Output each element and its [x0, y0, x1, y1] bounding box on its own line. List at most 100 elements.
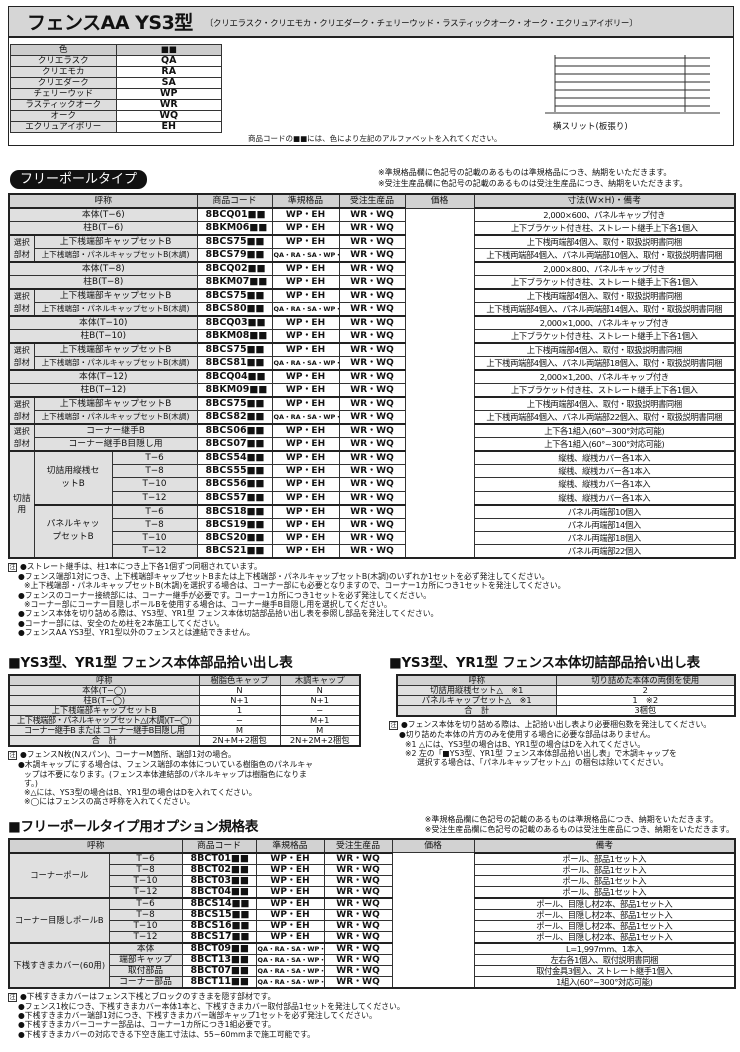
- size-label: T−10: [111, 530, 198, 546]
- item-name: コーナー継手B: [33, 423, 198, 438]
- option-section-header: ■フリーポールタイプ用オプション規格表 ※準規格品欄に色記号の記載のあるものは準…: [8, 815, 734, 836]
- product-code-text: 8BCS81: [205, 357, 247, 368]
- group-label: 下桟すきまカバー(60用): [8, 941, 110, 989]
- color-row: クリエモカ RA: [10, 66, 222, 78]
- color-code-placeholder: ■■: [249, 276, 268, 287]
- standard-stock: QA・RA・SA・WP・EH: [271, 248, 340, 263]
- optional-parts-label: 選択部材: [8, 234, 35, 263]
- size-label: T−12: [108, 930, 183, 944]
- content-flow: 呼称 商品コード 準規格品 受注生産品 価格 寸法(W×H)・備考 本体(T−6) 8BCQ0…: [8, 193, 737, 1039]
- color-code-placeholder: ■■: [247, 263, 266, 274]
- size-label: T−6: [111, 503, 198, 519]
- made-to-order: WR・WQ: [338, 342, 406, 357]
- price-cell: [404, 397, 475, 411]
- standard-stock: QA・RA・SA・WP・EH: [255, 941, 325, 955]
- color-code: SA: [115, 77, 222, 89]
- color-code-placeholder: ■■: [231, 886, 249, 897]
- color-row: チェリーウッド WP: [10, 88, 222, 100]
- option-notes: 注 ●下桟すきまカバーはフェンス下桟とブロックのすきまを隠す部材です。 ●フェンス1…: [8, 992, 734, 1039]
- made-to-order: WR・WQ: [338, 315, 406, 330]
- color-name: クリエモカ: [10, 66, 117, 78]
- header-col: 木調キャップ: [279, 674, 361, 687]
- product-code-text: 8BCS80: [205, 303, 247, 314]
- product-code: 8BCS20■■: [196, 530, 273, 546]
- header-col: 寸法(W×H)・備考: [473, 193, 736, 209]
- price-cell: [391, 976, 475, 988]
- note-text: ※△には、YS3型の場合はB、YR1型の場合はDを入れてください。: [24, 788, 257, 798]
- item-name: 上下桟端部・パネルキャップセットB(木調): [33, 356, 198, 371]
- price-cell: [404, 208, 475, 222]
- standard-stock: WP・EH: [271, 463, 340, 479]
- item-name: 切詰用縦桟セット△ ※1: [396, 685, 557, 697]
- color-code-placeholder: ■■: [231, 897, 250, 909]
- product-code: 8BCS21■■: [196, 544, 273, 559]
- size-label: 端部キャップ: [108, 953, 183, 966]
- item-name: 本体(T−10): [8, 315, 198, 330]
- color-list-subtitle: 〔クリエラスク・クリエモカ・クリエダーク・チェリーウッド・ラスティックオーク・オ…: [204, 19, 638, 29]
- color-code-placeholder: ■■: [231, 875, 249, 886]
- remarks: L=1,997mm、1本入: [473, 941, 736, 955]
- price-cell: [391, 886, 475, 898]
- product-code-text: 8BKM08: [205, 330, 250, 341]
- standard-stock: WP・EH: [271, 383, 340, 398]
- color-code-placeholder: ■■: [246, 532, 265, 544]
- table-row: コーナー継手B目隠し用 8BCS07■■ WP・EH WR・WQ 上下各1組入(60°~…: [9, 437, 736, 452]
- item-name: 上下桟端部・パネルキャップセットB(木調): [33, 248, 198, 263]
- table-row: T−10 8BCS56■■ WP・EH WR・WQ 縦桟、縦桟カバー各1本入: [9, 477, 736, 492]
- note-line: ※2 左の「■YS3型、YR1型 フェンス本体部品拾い出し表」で木調キャップを: [389, 749, 734, 758]
- product-code-text: 8BCS75: [205, 344, 247, 355]
- remarks: 左右各1個入、取付説明書同梱: [473, 953, 736, 966]
- header-col: 商品コード: [196, 193, 273, 209]
- made-to-order: WR・WQ: [338, 288, 406, 303]
- size-label: コーナー部品: [108, 975, 183, 989]
- note-text: ●フェンスのコーナー接続部には、コーナー継手が必要です。コーナー1カ所につき1セ…: [18, 590, 431, 600]
- table-row: 選択部材 コーナー継手B 8BCS06■■ WP・EH WR・WQ 上下各1組入(60°~…: [8, 423, 736, 452]
- standard-stock: WP・EH: [271, 477, 340, 492]
- note-line: ●木調キャップにする場合は、フェンス端部の本体についている樹脂色のパネルキャ: [8, 760, 368, 769]
- color-code-placeholder: ■■: [246, 478, 265, 490]
- price-cell: [404, 491, 475, 505]
- note-text: ※◯にはフェンスの高さ呼称を入れてください。: [24, 797, 195, 807]
- standard-stock: WP・EH: [255, 896, 325, 910]
- color-code: WP: [115, 88, 222, 100]
- item-name: 本体(T−◯): [8, 685, 200, 697]
- note-text: ●下桟すきまカバー端部1対につき、下桟すきまカバー端部キャップ1セットを必ず発注…: [18, 1011, 377, 1021]
- price-cell: [404, 544, 475, 559]
- note-line: ※◯にはフェンスの高さ呼称を入れてください。: [8, 797, 368, 806]
- made-to-order: WR・WQ: [338, 221, 406, 236]
- quantity: 2N+2M+2梱包: [279, 735, 361, 747]
- note-line: ●フェンス本体を切り詰める際は、YS3型、YR1型 フェンス本体切詰部品拾い出し…: [8, 609, 734, 618]
- remarks: ポール、目隠し材2本、部品1セット入: [473, 908, 736, 921]
- standard-stock: WP・EH: [271, 261, 340, 276]
- table-row: 上下桟端部キャップセットB 1−: [8, 705, 361, 717]
- standard-stock: WP・EH: [271, 221, 340, 236]
- quantity: −: [279, 705, 361, 717]
- product-code: 8BCT02■■: [181, 863, 257, 876]
- product-code: 8BCS80■■: [196, 302, 273, 317]
- color-code-placeholder: ■■: [247, 209, 266, 220]
- small-table-header: 呼称 切り詰めた本体の両側を使用: [396, 674, 736, 687]
- made-to-order: WR・WQ: [338, 329, 406, 344]
- standard-stock: WP・EH: [271, 315, 340, 330]
- header-name: 呼称: [8, 838, 183, 854]
- header-col: 受注生産品: [338, 193, 406, 209]
- product-code: 8BCQ04■■: [196, 369, 273, 384]
- standard-stock: WP・EH: [255, 930, 325, 944]
- stock-note: ※受注生産品欄に色記号の記載のあるものは受注生産品につき、納期をいただきます。: [378, 178, 688, 188]
- product-code: 8BCT04■■: [181, 885, 257, 899]
- item-name: 本体(T−12): [8, 369, 198, 384]
- remarks: 2,000×1,200、パネルキャップ付き: [473, 369, 736, 384]
- standard-stock: WP・EH: [255, 885, 325, 899]
- table-row: 柱B(T−6) 8BKM06■■ WP・EH WR・WQ 上下ブラケット付き柱、ストレー…: [8, 221, 736, 236]
- size-label: T−8: [111, 463, 198, 479]
- standard-stock: WP・EH: [271, 207, 340, 222]
- product-code: 8BCS75■■: [196, 396, 273, 411]
- color-code-placeholder: ■■: [246, 518, 265, 530]
- optional-parts-label: 選択部材: [8, 396, 35, 425]
- made-to-order: WR・WQ: [338, 423, 406, 438]
- color-code-placeholder: ■■: [246, 303, 265, 314]
- pickup-tables-row: ■YS3型、YR1型 フェンス本体部品拾い出し表 呼称 樹脂色キャップ 木調キャップ…: [8, 655, 736, 806]
- product-code-text: 8BCQ03: [205, 317, 248, 328]
- color-code-placeholder: ■■: [231, 920, 250, 931]
- option-table-title: ■フリーポールタイプ用オプション規格表: [8, 818, 259, 835]
